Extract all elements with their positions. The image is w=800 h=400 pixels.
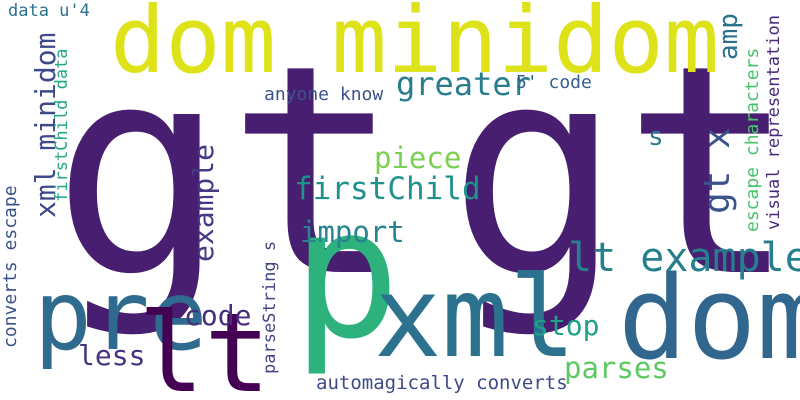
word-converts-escape: converts escape <box>0 185 21 348</box>
word-pre: pre <box>34 260 208 372</box>
word-firstChild-data: firstChild data <box>52 48 72 202</box>
word-amp: amp <box>714 13 744 60</box>
word-parseString-s: parseString s <box>260 240 280 374</box>
word-lt: lt <box>138 289 271 400</box>
word-firstChild: firstChild <box>294 171 481 207</box>
word-lt-example: lt example <box>568 235 800 281</box>
word-less: less <box>78 339 146 372</box>
word-code-mid: code <box>184 299 252 332</box>
word-anyone-know: anyone know <box>264 84 384 105</box>
word-automagically-converts: automagically converts <box>316 372 568 394</box>
word-greater: greater <box>396 65 531 103</box>
word-gt-x: gt x <box>697 127 738 214</box>
word-gt-left: gt <box>52 4 402 341</box>
word-dom: dom <box>618 252 800 386</box>
word-visual-representation: visual representation <box>764 15 784 230</box>
word-xml: xml <box>374 253 577 383</box>
word-p: p <box>292 170 401 379</box>
word-piece: piece <box>374 141 462 175</box>
word-escape-characters: escape characters <box>742 47 763 232</box>
word-dom-minidom: dom minidom <box>110 0 720 94</box>
word-parses: parses <box>564 351 669 385</box>
word-example: example <box>187 143 220 262</box>
word-stop: stop <box>532 309 600 342</box>
word-import: import <box>300 215 405 249</box>
word-gt-right: gt <box>448 4 798 341</box>
word-data-u4: data u'4 <box>8 1 90 21</box>
word-5-code: 5' code <box>516 72 592 93</box>
word-s: s <box>648 122 664 152</box>
